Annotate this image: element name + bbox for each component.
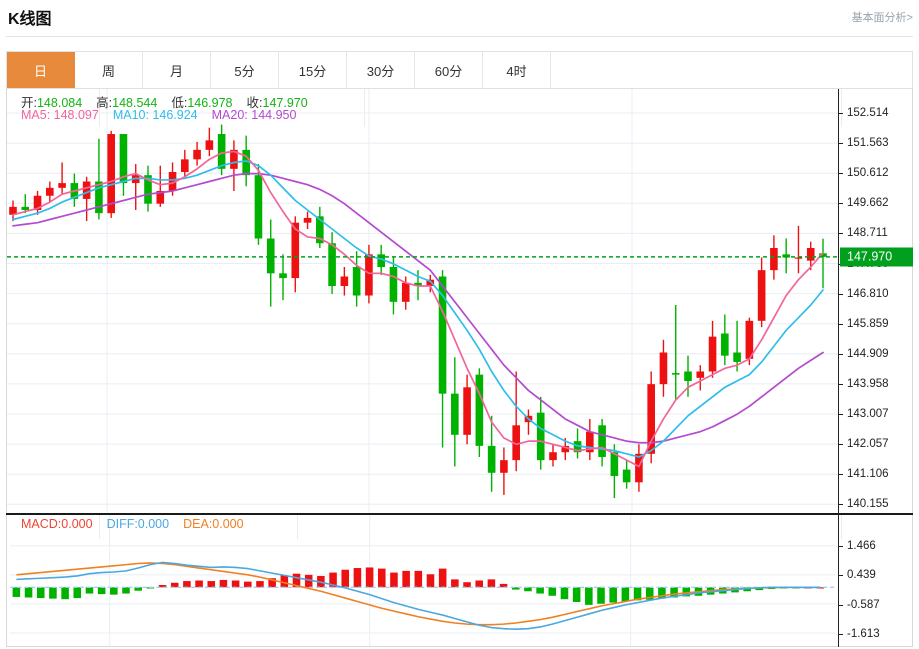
macd-panel: MACD:0.000 DIFF:0.000 DEA:0.000 bbox=[6, 515, 913, 647]
macd-axis: 1.466 0.439 -0.587 -1.613 bbox=[838, 515, 913, 647]
price-tick-label-2: 150.612 bbox=[847, 167, 889, 180]
price-tick-1 bbox=[838, 143, 843, 145]
tab-2[interactable]: 月 bbox=[143, 52, 211, 88]
candlestick-plot bbox=[7, 124, 839, 499]
price-tick-7 bbox=[838, 323, 843, 325]
legend-divider-1 bbox=[99, 89, 100, 127]
price-tick-label-8: 144.909 bbox=[847, 347, 889, 360]
macd-divider-1 bbox=[99, 515, 100, 539]
price-tick-label-4: 148.711 bbox=[847, 227, 888, 240]
price-tick-10 bbox=[838, 414, 843, 415]
price-tick-8 bbox=[838, 353, 843, 355]
macd-tick-2 bbox=[838, 604, 843, 606]
price-tick-label-10: 143.007 bbox=[847, 408, 889, 420]
tab-6[interactable]: 60分 bbox=[415, 52, 483, 88]
page-header: K线图 基本面分析> bbox=[0, 0, 919, 38]
price-tick-label-3: 149.662 bbox=[847, 197, 889, 210]
macd-plot bbox=[10, 561, 837, 631]
price-tick-label-12: 141.106 bbox=[847, 468, 889, 481]
price-tick-12 bbox=[838, 474, 843, 476]
tab-0[interactable]: 日 bbox=[7, 52, 75, 88]
price-axis-spine bbox=[838, 89, 839, 513]
panel-separator bbox=[6, 513, 913, 515]
macd-divider-3 bbox=[841, 515, 842, 539]
price-tick-11 bbox=[838, 444, 843, 446]
price-tick-4 bbox=[838, 233, 843, 235]
price-tick-label-1: 151.563 bbox=[847, 137, 889, 150]
price-tick-9 bbox=[838, 383, 843, 385]
price-tick-2 bbox=[838, 173, 843, 175]
page-title: K线图 bbox=[8, 11, 52, 28]
price-tick-3 bbox=[838, 203, 843, 205]
tab-4[interactable]: 15分 bbox=[279, 52, 347, 88]
price-axis: 152.514151.563150.612149.662148.711147.7… bbox=[838, 89, 913, 513]
price-tick-label-9: 143.958 bbox=[847, 377, 889, 390]
price-tick-label-0: 152.514 bbox=[847, 107, 889, 119]
tab-5[interactable]: 30分 bbox=[347, 52, 415, 88]
price-tick-0 bbox=[838, 113, 843, 114]
fundamental-analysis-link[interactable]: 基本面分析> bbox=[851, 12, 913, 24]
price-tick-label-7: 145.859 bbox=[847, 317, 889, 330]
price-tick-label-6: 146.810 bbox=[847, 287, 889, 300]
legend-divider-2 bbox=[364, 89, 365, 127]
macd-tick-label-3: -1.613 bbox=[847, 627, 880, 640]
macd-axis-spine bbox=[838, 515, 839, 647]
legend-divider-3 bbox=[841, 89, 842, 127]
tab-3[interactable]: 5分 bbox=[211, 52, 279, 88]
price-tick-6 bbox=[838, 293, 843, 295]
macd-tick-3 bbox=[838, 633, 843, 635]
macd-tick-label-1: 0.439 bbox=[847, 569, 876, 582]
macd-tick-label-2: -0.587 bbox=[847, 598, 880, 611]
header-divider bbox=[6, 36, 913, 37]
tab-7[interactable]: 4时 bbox=[483, 52, 551, 88]
tabbar-filler bbox=[551, 52, 912, 88]
tab-1[interactable]: 周 bbox=[75, 52, 143, 88]
macd-tick-1 bbox=[838, 575, 843, 577]
timeframe-tabbar: 日周月 5分 15分 30分 60分 4时 bbox=[6, 51, 913, 89]
price-chart-panel: 开:148.084 高:148.544 低:146.978 收:147.970 MA5… bbox=[6, 89, 913, 513]
price-tick-label-11: 142.057 bbox=[847, 438, 889, 451]
macd-tick-label-0: 1.466 bbox=[847, 540, 876, 552]
price-tick-label-13: 140.155 bbox=[847, 498, 889, 511]
macd-divider-2 bbox=[297, 515, 298, 539]
price-tick-13 bbox=[838, 504, 843, 506]
macd-tick-0 bbox=[838, 546, 843, 547]
macd-gridlines bbox=[10, 515, 837, 646]
current-price-badge: 147.970 bbox=[840, 247, 913, 267]
